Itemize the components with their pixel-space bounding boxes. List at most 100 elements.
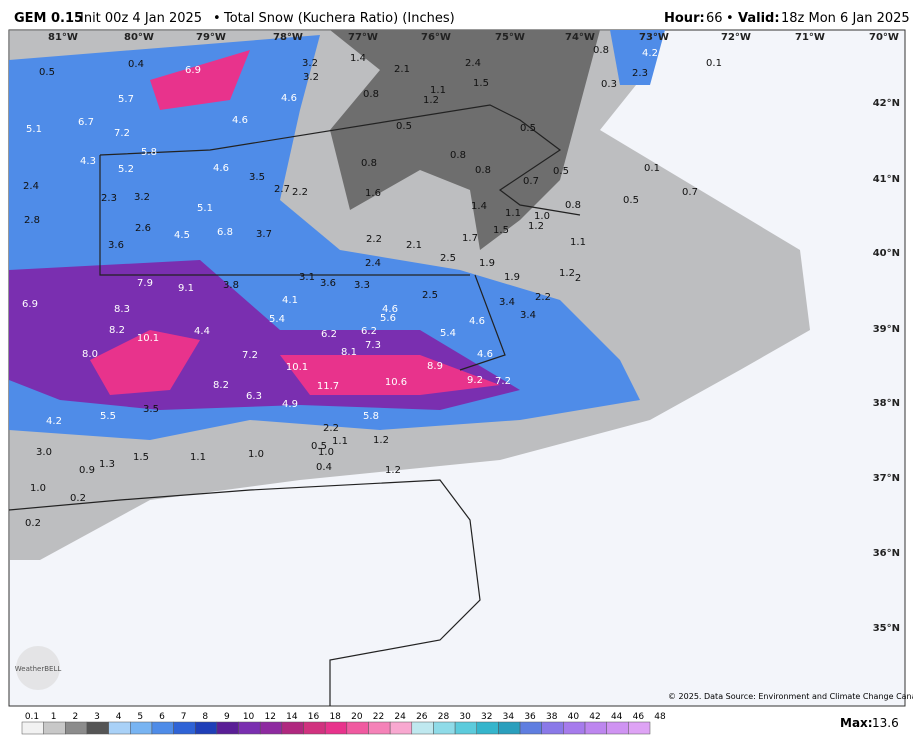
lat-label: 39°N: [873, 324, 900, 335]
snow-label: 1.3: [99, 459, 115, 470]
snow-label: 1.2: [559, 268, 575, 279]
snow-label: 1.4: [471, 201, 487, 212]
snow-label: 0.8: [363, 89, 379, 100]
snow-label: 3.2: [302, 58, 318, 69]
legend-label: 20: [351, 712, 363, 722]
lon-label: 74°W: [565, 32, 595, 43]
snow-label: 3.8: [223, 280, 239, 291]
snow-label: 2: [575, 273, 581, 284]
legend-swatch: [411, 721, 434, 735]
snow-label: 4.9: [282, 399, 298, 410]
lon-label: 79°W: [196, 32, 226, 43]
snow-label: 9.2: [467, 375, 483, 386]
legend-swatch: [238, 721, 261, 735]
legend-label: 18: [329, 712, 341, 722]
snow-labels: 0.5 0.4 6.9 3.2 3.2 1.4 2.1 2.4 1.5 0.8 4.2 2.3 0.3 0…: [22, 45, 722, 529]
legend-label: 10: [243, 712, 255, 722]
snow-label: 4.4: [194, 326, 210, 337]
snow-label: 0.7: [523, 176, 539, 187]
snow-label: 2.3: [632, 68, 648, 79]
legend-swatch: [86, 721, 109, 735]
snow-label: 3.6: [108, 240, 124, 251]
snow-label: 10.6: [385, 377, 407, 388]
snow-label: 2.4: [465, 58, 481, 69]
snow-label: 1.2: [528, 221, 544, 232]
snow-label: 6.3: [246, 391, 262, 402]
snow-label: 1.1: [190, 452, 206, 463]
valid: 18z Mon 6 Jan 2025: [781, 11, 910, 26]
snow-label: 5.7: [118, 94, 134, 105]
legend-swatch: [281, 721, 304, 735]
snow-label: 8.2: [213, 380, 229, 391]
bullet: •: [213, 11, 221, 26]
legend-swatch: [498, 721, 521, 735]
snow-label: 0.8: [565, 200, 581, 211]
legend-swatch: [324, 721, 348, 735]
snow-label: 1.2: [423, 95, 439, 106]
snow-label: 11.7: [317, 381, 339, 392]
legend-label: 12: [264, 712, 275, 722]
snow-label: 1.1: [430, 85, 446, 96]
title: Total Snow (Kuchera Ratio) (Inches): [223, 11, 455, 26]
snow-label: 4.6: [232, 115, 248, 126]
snow-label: 0.4: [128, 59, 144, 70]
bullet: •: [726, 11, 734, 26]
legend-label: 30: [459, 712, 471, 722]
lat-label: 38°N: [873, 398, 900, 409]
snow-label: 3.5: [143, 404, 159, 415]
max-label: Max:: [840, 716, 873, 730]
snow-label: 1.0: [534, 211, 550, 222]
snow-label: 2.8: [24, 215, 40, 226]
lat-label: 41°N: [873, 174, 900, 185]
snow-label: 10.1: [137, 333, 159, 344]
legend-label: 14: [286, 712, 298, 722]
valid-label: Valid:: [738, 11, 780, 26]
snow-label: 2.4: [23, 181, 39, 192]
snow-label: 2.3: [101, 193, 117, 204]
legend-swatch: [476, 721, 499, 735]
snow-label: 0.5: [396, 121, 412, 132]
legend-swatch: [433, 721, 456, 735]
lat-label: 42°N: [873, 98, 900, 109]
snow-label: 0.1: [644, 163, 660, 174]
legend-label: 0.1: [25, 712, 39, 722]
snow-label: 1.9: [504, 272, 520, 283]
lon-label: 75°W: [495, 32, 525, 43]
snow-label: 3.4: [499, 297, 515, 308]
legend-swatch: [541, 721, 564, 735]
legend-swatch: [606, 721, 629, 735]
lon-labels: 81°W 80°W 79°W 78°W 77°W 76°W 75°W 74°W 73°W 72°W…: [48, 32, 899, 43]
snow-label: 1.1: [505, 208, 521, 219]
snow-label: 0.7: [682, 187, 698, 198]
legend-label: 3: [94, 712, 100, 722]
snow-label: 4.6: [281, 93, 297, 104]
snow-label: 4.3: [80, 156, 96, 167]
legend-swatch: [584, 721, 607, 735]
legend-label: 26: [416, 712, 428, 722]
legend: 0.1 1 2 3 4 5 6 7 8 9 10 12 14 16 18 20 22 24 26 28 30 32 34 36…: [21, 712, 666, 735]
snow-label: 2.6: [135, 223, 151, 234]
lat-label: 40°N: [873, 248, 900, 259]
hour: 66: [706, 11, 723, 26]
init: Init 00z 4 Jan 2025: [80, 11, 202, 26]
legend-label: 38: [546, 712, 558, 722]
snow-label: 2.4: [365, 258, 381, 269]
snow-label: 1.4: [350, 53, 366, 64]
legend-label: 6: [159, 712, 165, 722]
lon-label: 81°W: [48, 32, 78, 43]
legend-swatch: [130, 721, 153, 735]
snow-label: 2.5: [440, 253, 456, 264]
snow-blue-ne: [610, 30, 665, 85]
legend-label: 48: [654, 712, 666, 722]
snow-label: 2.2: [366, 234, 382, 245]
snow-label: 10.1: [286, 362, 308, 373]
snow-label: 6.9: [185, 65, 201, 76]
snow-label: 4.6: [382, 304, 398, 315]
max: 13.6: [872, 716, 899, 730]
snow-label: 8.3: [114, 304, 130, 315]
legend-label: 5: [137, 712, 143, 722]
legend-label: 32: [481, 712, 492, 722]
lat-labels: 42°N 41°N 40°N 39°N 38°N 37°N 36°N 35°N: [873, 98, 900, 634]
legend-label: 28: [438, 712, 450, 722]
